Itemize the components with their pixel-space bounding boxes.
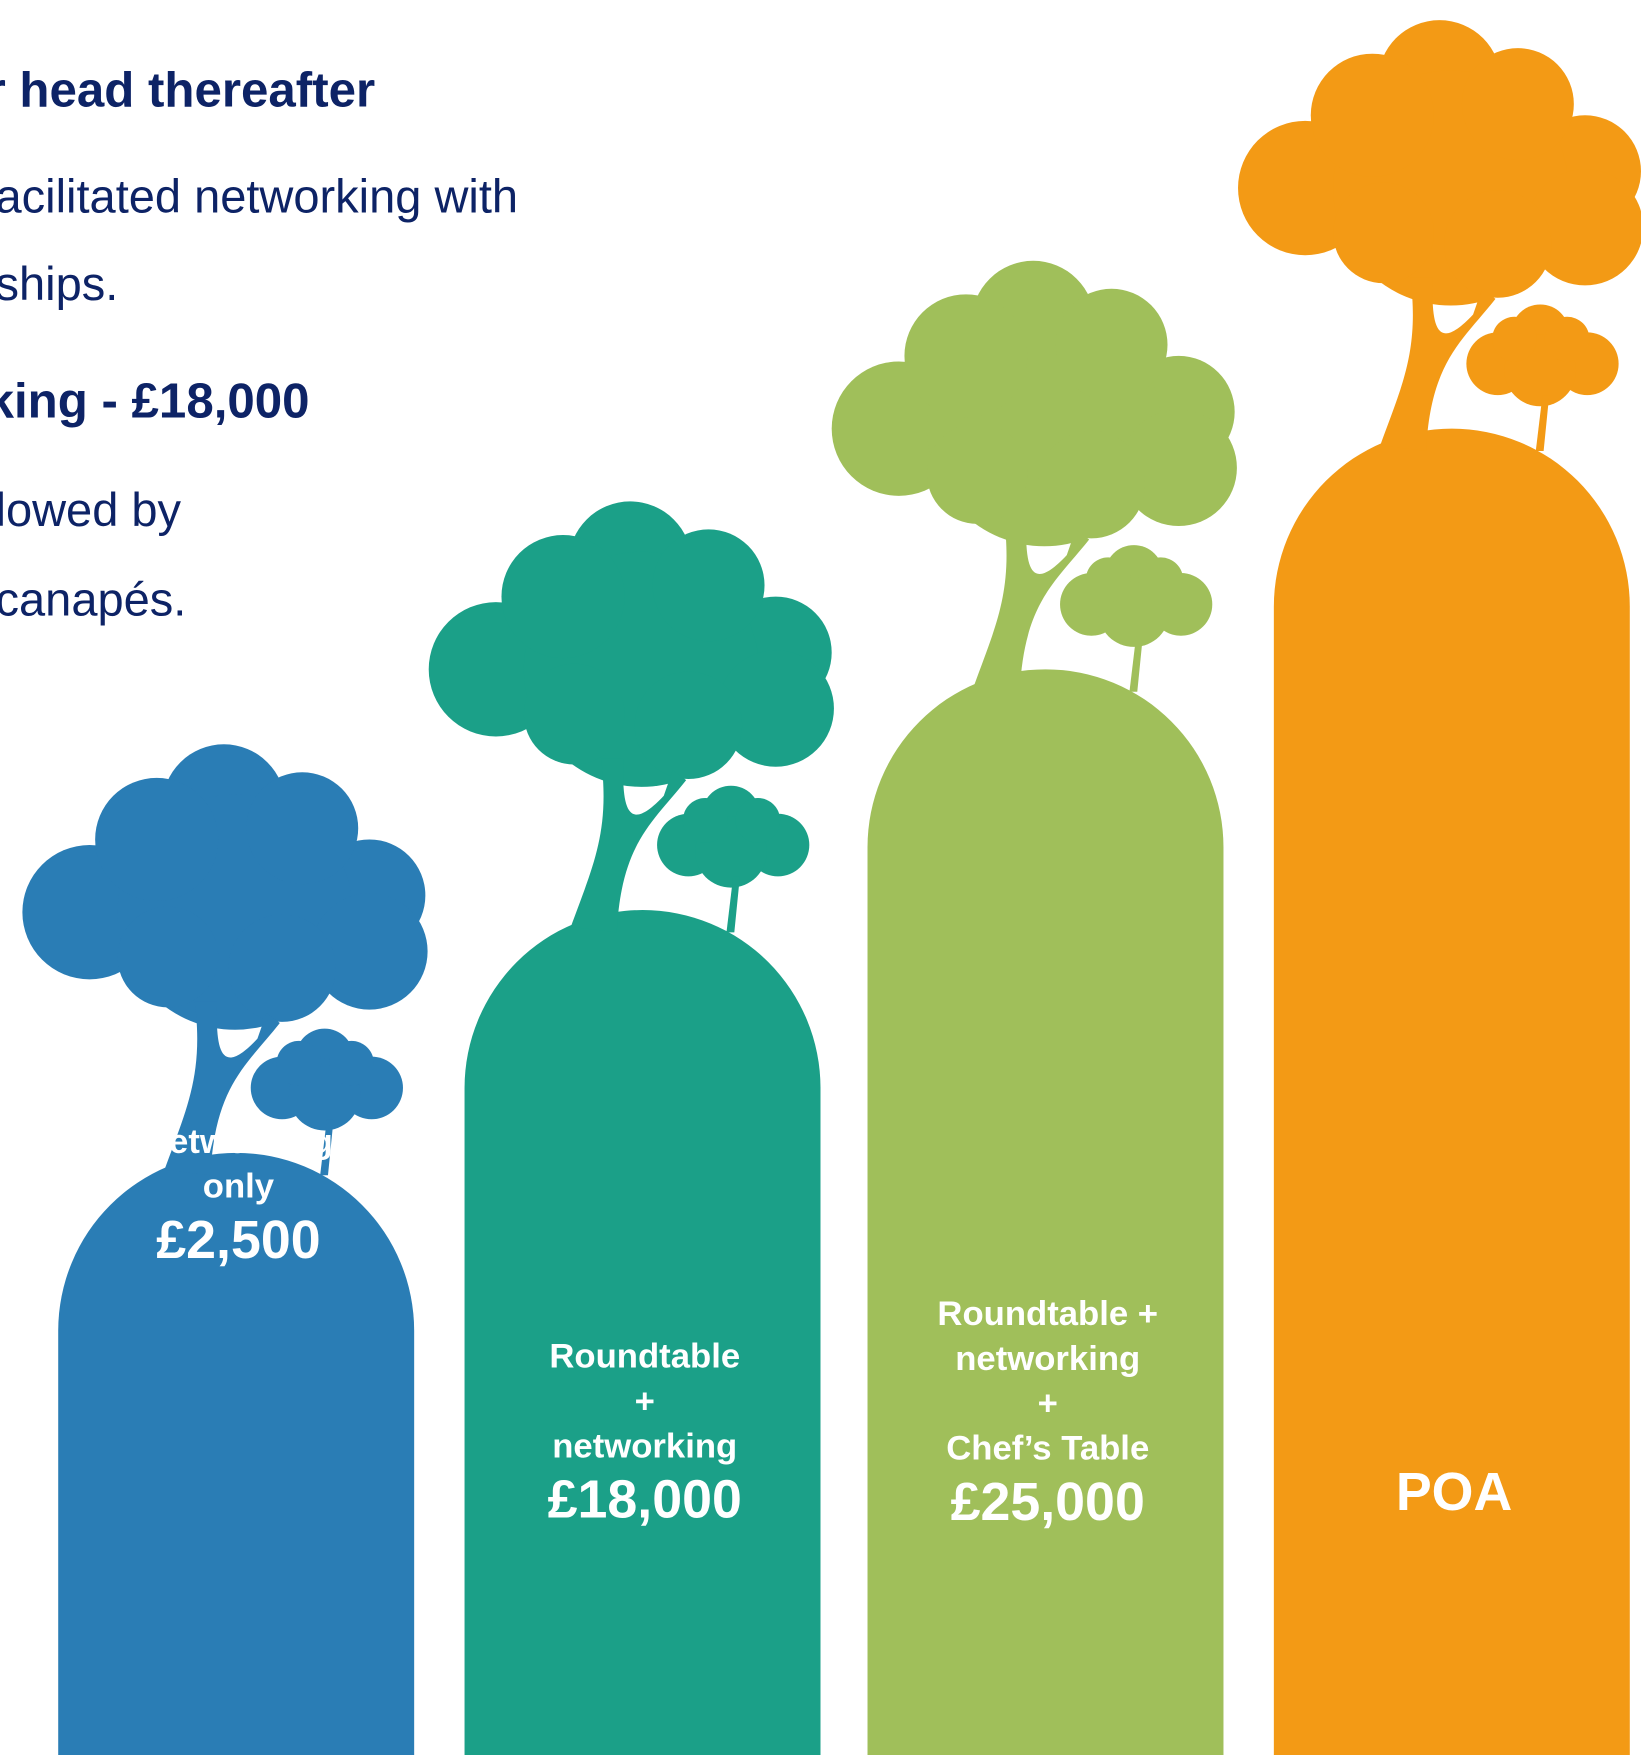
tier-label: + xyxy=(635,1383,655,1421)
tier-label: networking xyxy=(552,1427,737,1465)
infographic: r head thereafter acilitated networking w… xyxy=(0,0,1641,1755)
tier-price: £2,500 xyxy=(156,1210,320,1270)
tier: Roundtable + networking £18,000 xyxy=(429,501,834,1755)
tier-label: networking xyxy=(955,1340,1140,1378)
pillar xyxy=(1274,429,1630,1755)
pillar xyxy=(868,669,1224,1755)
intro-line: acilitated networking with xyxy=(0,170,518,223)
tier-price: POA xyxy=(1396,1462,1512,1522)
pillar xyxy=(465,910,821,1755)
tier-price: £25,000 xyxy=(951,1472,1145,1532)
tier: Roundtable + networking + Chef’s Table £25,0… xyxy=(832,261,1237,1755)
intro-line: canapés. xyxy=(0,573,186,626)
tree-icon xyxy=(22,744,427,1175)
intro-line: ships. xyxy=(0,257,118,310)
intro-text: r head thereafter acilitated networking w… xyxy=(0,62,518,625)
tier-label: Networking xyxy=(144,1123,333,1161)
tier: POA xyxy=(1238,20,1641,1755)
tier: Networking only £2,500 xyxy=(22,744,427,1755)
tier-label: Roundtable xyxy=(549,1338,740,1376)
tree-icon xyxy=(429,501,834,932)
intro-line: king - £18,000 xyxy=(0,373,310,428)
tier-price: £18,000 xyxy=(548,1470,742,1530)
tier-label: only xyxy=(203,1168,275,1206)
intro-line: r head thereafter xyxy=(0,62,375,117)
page: r head thereafter acilitated networking w… xyxy=(0,0,1641,1755)
tier-label: + xyxy=(1038,1385,1058,1423)
intro-line: lowed by xyxy=(0,483,182,536)
tree-icon xyxy=(1238,20,1641,451)
tier-label: Chef’s Table xyxy=(946,1430,1149,1468)
tier-label: Roundtable + xyxy=(937,1295,1158,1333)
tiers: Networking only £2,500 Roundtable + networkin… xyxy=(22,20,1641,1755)
tree-icon xyxy=(832,261,1237,692)
